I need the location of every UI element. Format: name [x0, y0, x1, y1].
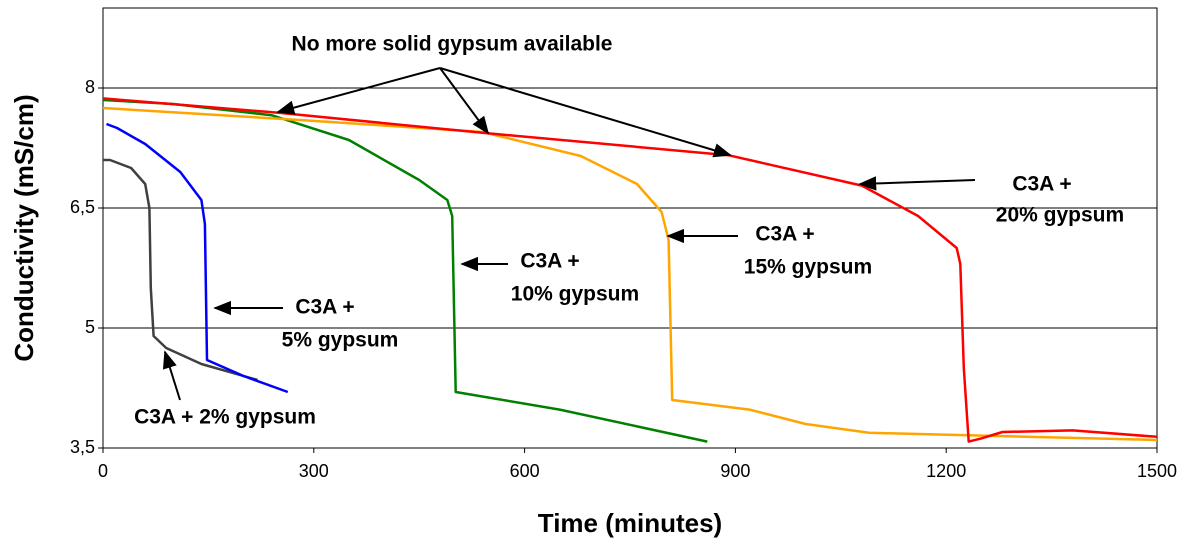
y-tick-label: 6,5 [70, 197, 95, 217]
series-line [102, 97, 1158, 443]
x-tick-label: 600 [510, 461, 540, 481]
series-line [106, 122, 289, 394]
plot-frame [102, 7, 1158, 449]
annotation: C3A + [755, 223, 814, 246]
series-line [102, 98, 708, 443]
series-line [103, 158, 258, 382]
annotation: 10% gypsum [511, 283, 639, 306]
x-tick-label: 0 [98, 461, 108, 481]
annotation-arrow [439, 67, 490, 135]
series-line [102, 106, 1158, 442]
x-tick-label: 900 [720, 461, 750, 481]
y-axis-label: Conductivity (mS/cm) [9, 94, 39, 361]
x-tick-label: 1200 [926, 461, 966, 481]
annotation: C3A + [295, 296, 354, 319]
annotation: 5% gypsum [282, 329, 399, 352]
annotation-arrow [162, 350, 181, 401]
annotation: C3A + [520, 250, 579, 273]
y-tick-label: 8 [85, 77, 95, 97]
annotation: 20% gypsum [996, 204, 1124, 227]
annotation: C3A + 2% gypsum [134, 406, 316, 429]
y-tick-label: 3,5 [70, 437, 95, 457]
y-tick-label: 5 [85, 317, 95, 337]
annotation-arrow [439, 67, 732, 158]
annotation-arrow [858, 176, 976, 191]
annotation: 15% gypsum [744, 256, 872, 279]
x-tick-label: 1500 [1137, 461, 1177, 481]
x-axis-label: Time (minutes) [538, 508, 722, 538]
annotation: No more solid gypsum available [292, 33, 613, 56]
annotation: C3A + [1012, 173, 1071, 196]
annotation-arrow [276, 67, 441, 115]
x-tick-label: 300 [299, 461, 329, 481]
